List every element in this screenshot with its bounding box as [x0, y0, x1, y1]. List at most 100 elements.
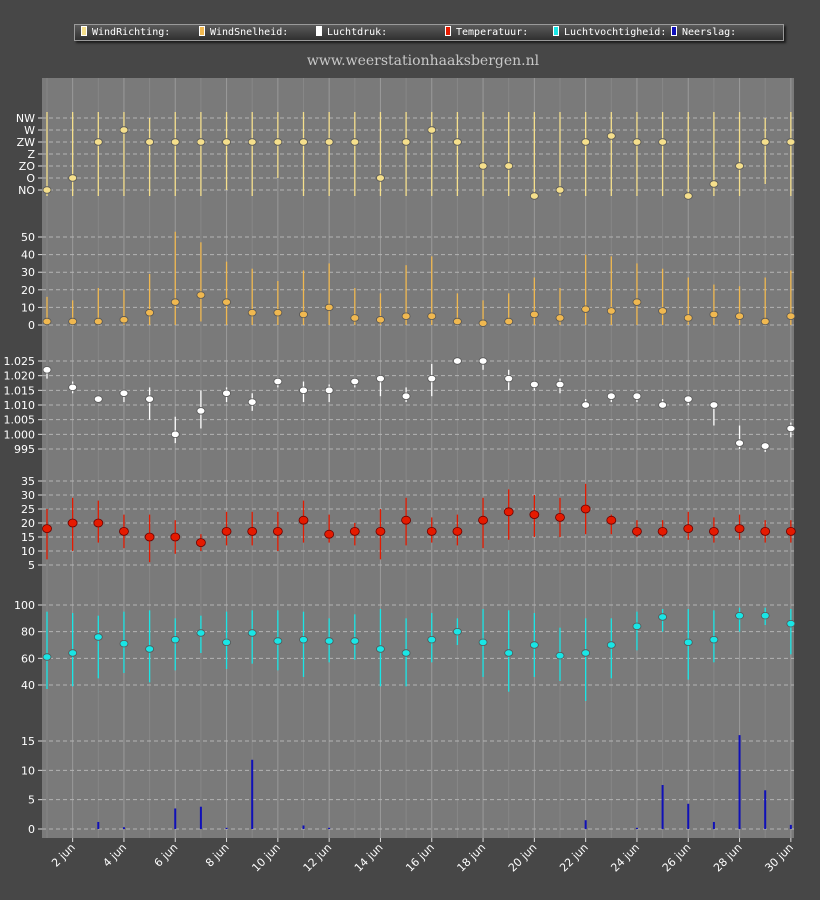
data-point — [632, 392, 642, 400]
data-point — [734, 524, 745, 533]
x-tick-label: 24 jun — [608, 841, 642, 875]
data-point — [299, 635, 308, 644]
data-point — [760, 442, 770, 450]
data-point — [376, 374, 385, 383]
y-tick-label: ZW — [17, 136, 36, 149]
data-point — [503, 507, 514, 517]
data-point — [324, 386, 334, 395]
data-point — [478, 515, 488, 525]
y-tick-label: O — [26, 172, 35, 185]
data-point — [350, 138, 360, 146]
x-tick-label: 10 jun — [249, 841, 283, 875]
x-tick-label: 20 jun — [506, 841, 540, 875]
data-point — [119, 389, 129, 397]
data-point — [658, 401, 667, 409]
data-point — [632, 622, 642, 631]
data-point — [222, 638, 231, 647]
data-point — [555, 651, 565, 660]
legend-label-2: Luchtdruk: — [327, 27, 388, 38]
precip-bar — [687, 803, 690, 829]
y-tick-label: W — [24, 124, 35, 137]
data-point — [170, 532, 181, 542]
data-point — [606, 641, 616, 649]
data-point — [375, 527, 386, 536]
y-tick-label: 1.010 — [4, 399, 36, 412]
data-point — [145, 645, 155, 653]
data-point — [170, 138, 180, 146]
legend-item-2: Luchtdruk: — [316, 25, 387, 40]
data-point — [68, 383, 78, 392]
data-point — [632, 138, 642, 146]
legend-label-1: WindSnelheid: — [210, 27, 289, 38]
data-point — [42, 186, 52, 194]
data-point — [555, 186, 565, 194]
precip-bar — [122, 827, 125, 829]
y-tick-label: NO — [18, 184, 35, 197]
data-point — [196, 629, 206, 637]
data-point — [426, 527, 437, 536]
y-tick-label: 100 — [14, 599, 35, 612]
data-point — [145, 138, 155, 146]
legend: WindRichting: WindSnelheid: Luchtdruk: Temp… — [74, 24, 784, 41]
y-tick-label: 40 — [21, 249, 35, 262]
y-tick-label: 10 — [21, 545, 35, 558]
data-point — [529, 192, 539, 200]
data-point — [170, 635, 180, 644]
y-tick-label: Z — [27, 148, 35, 161]
data-point — [299, 386, 308, 395]
data-point — [68, 174, 78, 182]
data-point — [555, 513, 565, 522]
data-point — [529, 380, 539, 389]
y-tick-label: 1.020 — [4, 370, 36, 383]
data-point — [401, 649, 411, 657]
legend-item-4: Luchtvochtigheid: — [553, 25, 666, 40]
data-point — [529, 510, 540, 519]
data-point — [145, 395, 155, 403]
data-point — [93, 138, 103, 146]
y-tick-label: 30 — [21, 489, 35, 502]
precip-bar — [97, 821, 100, 829]
data-point — [683, 638, 693, 647]
legend-swatch-0 — [81, 26, 87, 36]
y-tick-label: 1.005 — [4, 414, 36, 427]
data-point — [606, 515, 617, 525]
legend-label-4: Luchtvochtigheid: — [564, 27, 667, 38]
x-tick-label: 18 jun — [455, 841, 489, 875]
data-point — [709, 310, 719, 319]
precip-bar — [764, 790, 767, 829]
precip-bar — [328, 827, 331, 829]
precip-bar — [584, 820, 587, 829]
legend-label-3: Temperatuur: — [456, 27, 529, 38]
y-tick-label: 15 — [21, 735, 35, 748]
y-tick-label: 0 — [28, 319, 35, 332]
x-tick-label: 14 jun — [352, 841, 386, 875]
data-point — [170, 430, 180, 439]
data-point — [170, 298, 180, 306]
data-point — [93, 518, 104, 528]
precip-bar — [302, 825, 305, 829]
legend-label-0: WindRichting: — [92, 27, 171, 38]
precip-bar — [174, 808, 177, 829]
y-tick-label: ZO — [19, 160, 36, 173]
x-tick-label: 26 jun — [660, 841, 694, 875]
panel-windsnelheid: 0 10 20 30 40 50 — [21, 231, 796, 332]
data-point — [581, 649, 591, 657]
data-point — [735, 162, 744, 170]
data-point — [298, 515, 309, 525]
panel-luchtvochtigheid: 40 60 80 100 — [14, 599, 796, 701]
precip-bar — [635, 827, 638, 829]
y-tick-label: 20 — [21, 517, 35, 530]
data-point — [786, 619, 796, 628]
data-point — [452, 317, 462, 326]
data-point — [632, 298, 642, 306]
x-tick-label: 4 jun — [100, 841, 129, 870]
data-point — [427, 126, 437, 134]
data-point — [658, 613, 667, 621]
data-point — [299, 138, 308, 146]
panel-neerslag: 0 5 10 15 — [21, 735, 794, 836]
legend-swatch-1 — [199, 26, 205, 36]
data-point — [273, 138, 283, 146]
data-point — [658, 307, 667, 315]
